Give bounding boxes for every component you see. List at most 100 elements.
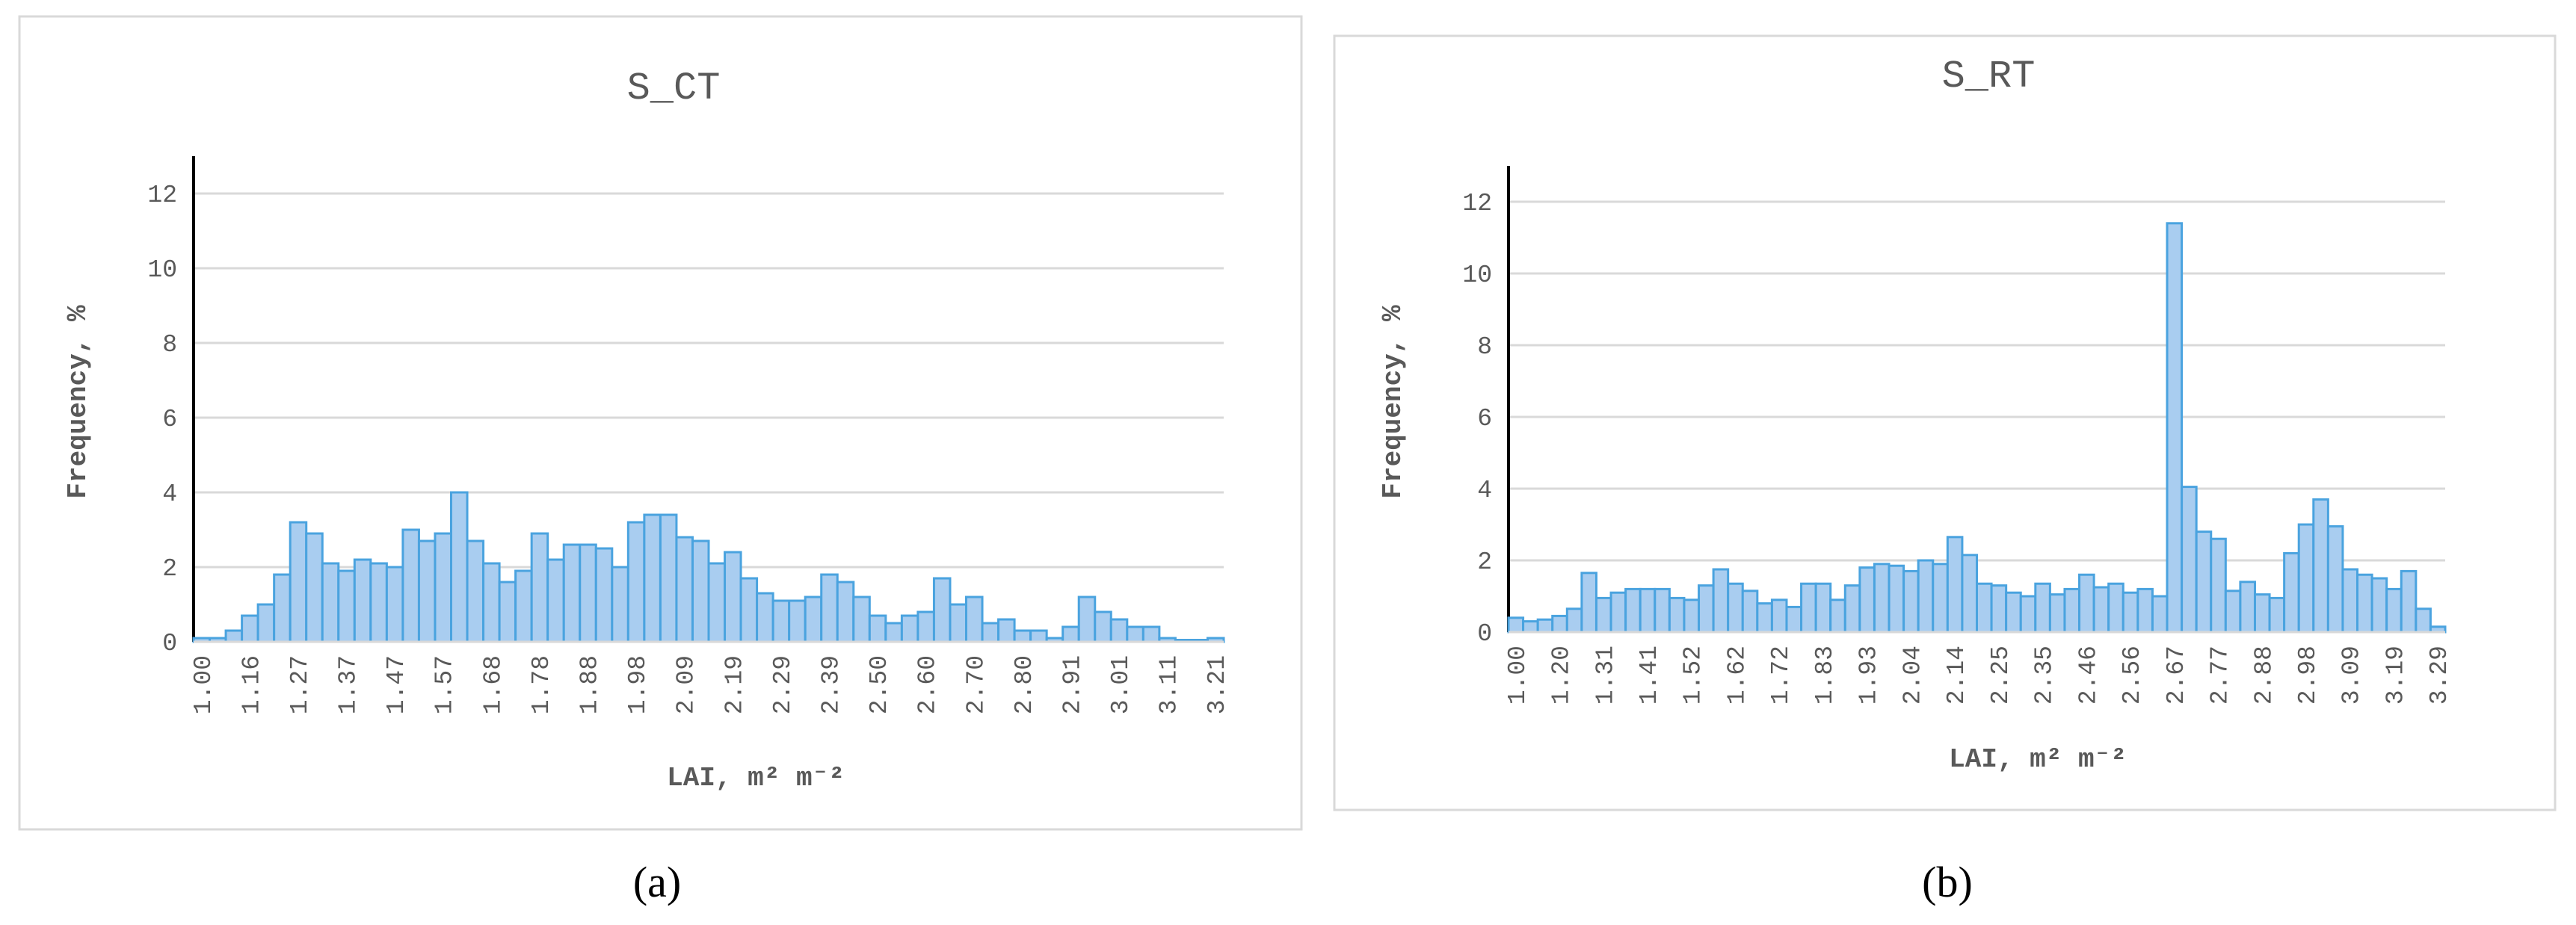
bar bbox=[2400, 569, 2418, 634]
bar bbox=[1946, 536, 1964, 634]
y-tick-label: 6 bbox=[1477, 405, 1492, 433]
bar bbox=[1654, 587, 1671, 634]
bar bbox=[2019, 595, 2037, 634]
x-tick-label: 1.98 bbox=[624, 655, 652, 714]
bar bbox=[289, 521, 308, 643]
x-tick-label: 1.52 bbox=[1680, 646, 1707, 705]
bar bbox=[1013, 629, 1032, 643]
x-tick-label: 2.19 bbox=[721, 655, 748, 714]
bar bbox=[1756, 602, 1773, 634]
x-tick-label: 1.16 bbox=[238, 655, 265, 714]
bar bbox=[2166, 222, 2184, 634]
bar bbox=[2092, 586, 2110, 634]
x-tick-label: 2.77 bbox=[2207, 646, 2234, 705]
bar bbox=[1873, 563, 1891, 634]
bar bbox=[2326, 525, 2344, 634]
caption: (b) bbox=[1922, 858, 1973, 906]
x-tick-label: 2.80 bbox=[1011, 655, 1038, 714]
bar bbox=[1829, 598, 1846, 634]
x-tick-label: 3.19 bbox=[2382, 646, 2409, 705]
y-tick-label: 10 bbox=[147, 256, 177, 284]
bar bbox=[932, 577, 952, 643]
bar bbox=[2356, 573, 2373, 634]
x-tick-label: 2.35 bbox=[2031, 646, 2059, 705]
bar bbox=[691, 539, 710, 643]
bar bbox=[2063, 587, 2081, 634]
bar bbox=[1141, 625, 1161, 643]
bar bbox=[1712, 568, 1730, 634]
bar bbox=[2341, 568, 2359, 634]
bar bbox=[594, 547, 614, 643]
bar bbox=[1888, 564, 1905, 634]
x-tick-label: 1.78 bbox=[528, 655, 555, 714]
bar bbox=[2268, 596, 2286, 634]
x-axis-label: LAI, m² m⁻² bbox=[667, 763, 845, 793]
x-tick-label: 2.46 bbox=[2074, 646, 2102, 705]
bar bbox=[1536, 618, 1554, 634]
x-axis-label: LAI, m² m⁻² bbox=[1949, 744, 2127, 775]
bar bbox=[482, 562, 501, 643]
x-tick-label: 1.57 bbox=[431, 655, 459, 714]
bar bbox=[1917, 559, 1935, 634]
x-tick-label: 3.01 bbox=[1107, 655, 1135, 714]
bar bbox=[369, 562, 388, 643]
y-tick-label: 0 bbox=[1477, 620, 1492, 648]
bar bbox=[1668, 596, 1686, 634]
bar bbox=[1976, 582, 1993, 634]
bar bbox=[321, 562, 340, 643]
bar bbox=[1624, 587, 1642, 634]
bar bbox=[804, 595, 823, 643]
bar bbox=[1770, 598, 1788, 634]
bar bbox=[788, 599, 807, 643]
bar bbox=[1814, 582, 1832, 634]
bar bbox=[2078, 573, 2095, 634]
x-tick-label: 1.31 bbox=[1591, 646, 1619, 705]
bar bbox=[1594, 596, 1612, 634]
bar bbox=[1551, 614, 1568, 634]
bar bbox=[305, 532, 324, 643]
bar bbox=[2415, 607, 2432, 634]
y-axis-label: Frequency, % bbox=[63, 305, 93, 499]
bar bbox=[2048, 593, 2066, 634]
bar bbox=[900, 614, 919, 643]
x-tick-label: 1.72 bbox=[1767, 646, 1795, 705]
bar bbox=[224, 629, 244, 643]
x-tick-label: 1.88 bbox=[576, 655, 604, 714]
bar bbox=[1902, 569, 1920, 634]
bar bbox=[1029, 629, 1048, 643]
x-tick-label: 2.91 bbox=[1059, 655, 1086, 714]
x-tick-label: 3.21 bbox=[1204, 655, 1231, 714]
bar bbox=[2239, 581, 2256, 634]
bar bbox=[1109, 618, 1129, 643]
bar bbox=[2253, 593, 2271, 634]
bar bbox=[353, 558, 372, 643]
bar bbox=[2283, 551, 2300, 634]
x-tick-label: 2.14 bbox=[1943, 646, 1970, 705]
bar bbox=[466, 539, 485, 643]
chart-frame bbox=[1333, 34, 2557, 811]
bar bbox=[884, 622, 903, 643]
y-tick-label: 4 bbox=[1477, 477, 1492, 504]
bar bbox=[2385, 587, 2403, 634]
x-tick-label: 2.39 bbox=[817, 655, 845, 714]
x-tick-label: 3.09 bbox=[2338, 646, 2366, 705]
y-tick-label: 10 bbox=[1462, 262, 1492, 289]
bar bbox=[1565, 607, 1583, 634]
x-tick-label: 3.11 bbox=[1156, 655, 1183, 714]
x-tick-label: 2.29 bbox=[769, 655, 797, 714]
bar bbox=[1741, 590, 1759, 634]
bar bbox=[1800, 582, 1817, 634]
bar bbox=[2181, 486, 2198, 634]
y-tick-label: 12 bbox=[1462, 190, 1492, 217]
bar bbox=[273, 573, 292, 643]
bar bbox=[1609, 591, 1627, 634]
x-tick-label: 1.47 bbox=[383, 655, 410, 714]
x-tick-label: 1.93 bbox=[1855, 646, 1883, 705]
bar bbox=[546, 558, 565, 643]
x-tick-label: 2.04 bbox=[1899, 646, 1926, 705]
bar bbox=[981, 622, 1000, 643]
bar bbox=[1785, 605, 1803, 634]
bar bbox=[241, 614, 259, 643]
bar bbox=[2107, 582, 2124, 634]
